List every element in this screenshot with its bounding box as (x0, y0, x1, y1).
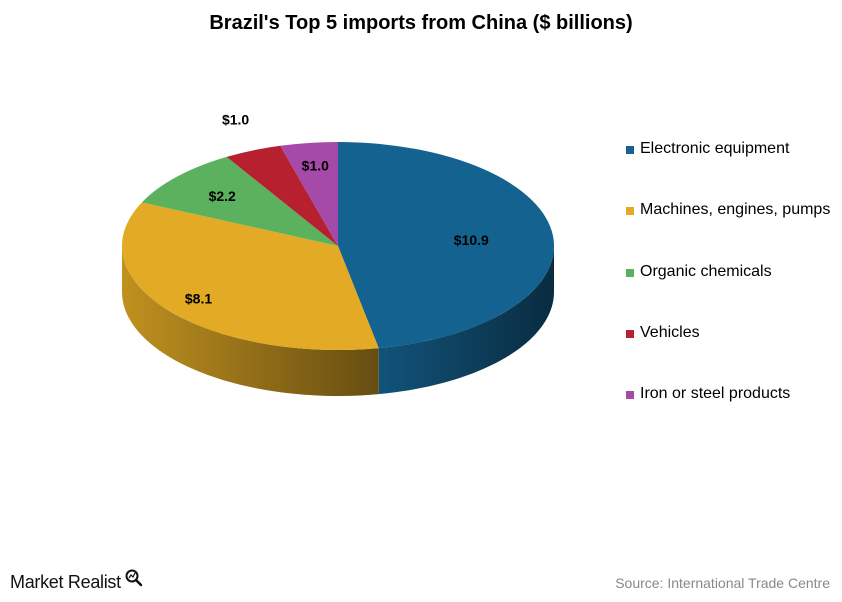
data-label-3: $1.0 (222, 111, 249, 127)
legend-swatch-2 (626, 268, 634, 277)
legend-label-0: Electronic equipment (640, 140, 790, 157)
legend-swatch-3 (626, 329, 634, 338)
data-label-1: $8.1 (185, 291, 212, 307)
data-label-2: $2.2 (209, 188, 236, 204)
legend-item-3: Vehicles (626, 324, 830, 385)
legend-item-0: Electronic equipment (626, 140, 830, 201)
data-label-0: $10.9 (454, 232, 489, 248)
legend-label-3: Vehicles (640, 323, 700, 341)
legend-item-1: Machines, engines, pumps (626, 201, 830, 262)
legend-label-1: Machines, engines, pumps (640, 201, 831, 219)
data-label-4: $1.0 (302, 158, 329, 174)
legend-swatch-1 (626, 207, 634, 216)
brand-logo-text: Market Realist (10, 572, 121, 592)
legend-swatch-0 (626, 146, 634, 154)
pie-side-0 (378, 246, 554, 395)
legend-label-4: Iron or steel products (640, 385, 791, 403)
legend-label-2: Organic chemicals (640, 262, 772, 280)
pie-slice-2 (141, 156, 338, 246)
pie-side-1 (122, 246, 379, 396)
chart-title: Brazil's Top 5 imports from China ($ bil… (209, 12, 633, 34)
magnifier-icon (125, 569, 143, 587)
pie-slice-0 (338, 142, 555, 349)
legend-item-2: Organic chemicals (626, 263, 830, 324)
legend-item-4: Iron or steel products (626, 385, 830, 446)
pie-top-faces (121, 142, 555, 351)
source-note: Source: International Trade Centre (615, 575, 830, 591)
legend-swatch-4 (626, 391, 634, 400)
pie-slice-1 (121, 202, 379, 351)
pie-slice-4 (280, 142, 338, 246)
chart-legend: Electronic equipment Machines, engines, p… (626, 140, 830, 446)
pie-side-walls (122, 246, 554, 396)
pie-slice-3 (226, 145, 338, 246)
